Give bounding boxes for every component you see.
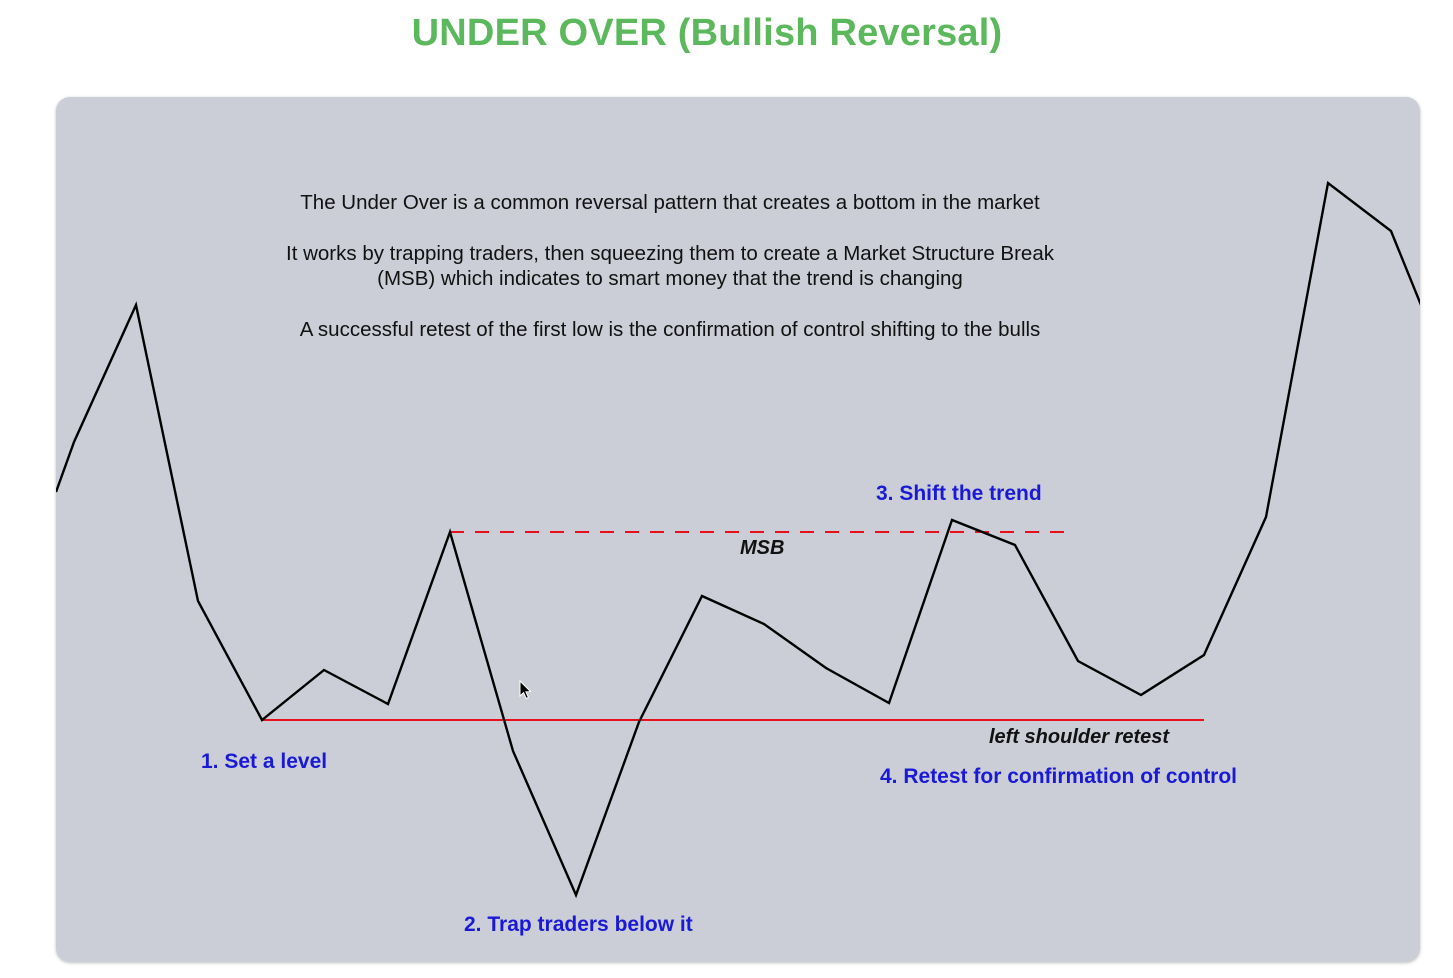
step-set-level-label: 1. Set a level	[201, 750, 328, 773]
description-line-2: It works by trapping traders, then squee…	[286, 242, 1054, 265]
page-title: UNDER OVER (Bullish Reversal)	[411, 12, 1003, 54]
diagram-panel	[56, 97, 1420, 962]
price-path-line	[56, 180, 1420, 899]
left-shoulder-retest-label: left shoulder retest	[989, 726, 1170, 748]
step-trap-traders-label: 2. Trap traders below it	[464, 913, 693, 936]
step-retest-label: 4. Retest for confirmation of control	[880, 765, 1238, 788]
description-line-3: (MSB) which indicates to smart money tha…	[377, 267, 963, 290]
step-shift-trend-label: 3. Shift the trend	[876, 482, 1042, 505]
description-line-4: A successful retest of the first low is …	[299, 318, 1041, 341]
description-line-1: The Under Over is a common reversal patt…	[300, 191, 1040, 214]
msb-label: MSB	[740, 537, 785, 559]
mouse-pointer-icon	[519, 679, 532, 700]
